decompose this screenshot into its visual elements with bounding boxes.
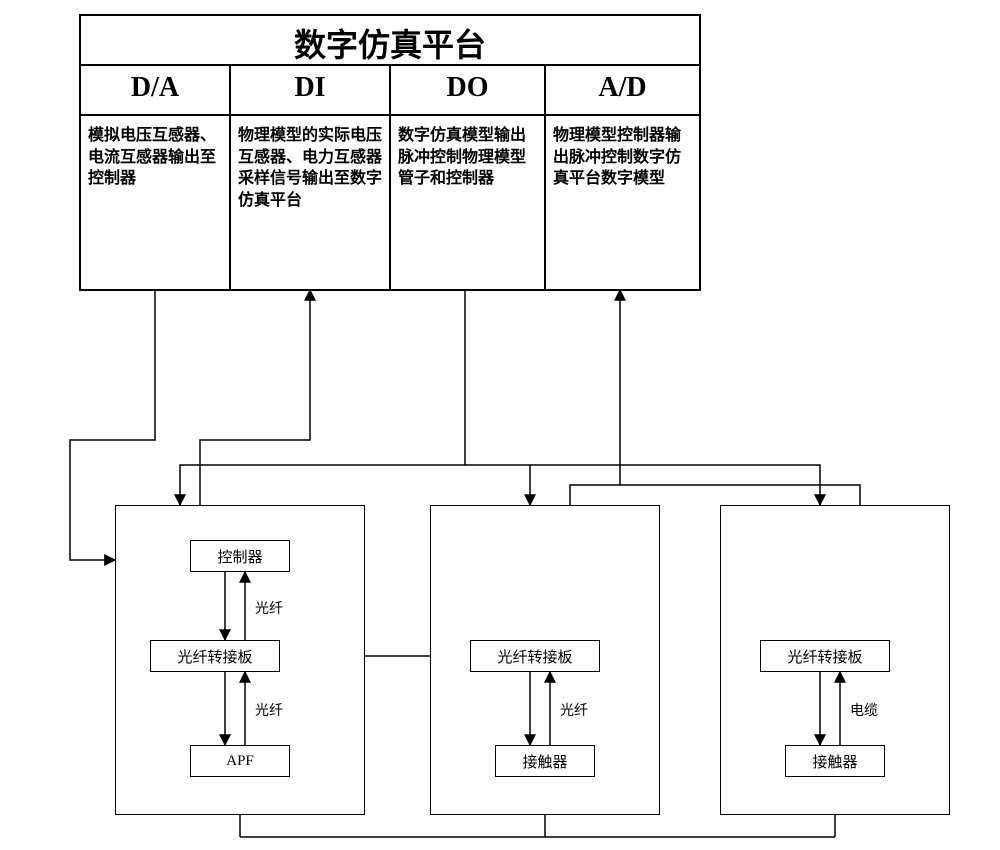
right-fiber-board: 光纤转接板 (760, 640, 890, 672)
col-body-ad: 物理模型控制器输出脉冲控制数字仿真平台数字模型 (553, 125, 693, 190)
col-body-do: 数字仿真模型输出脉冲控制物理模型管子和控制器 (398, 125, 538, 190)
mid-fiber-board: 光纤转接板 (470, 640, 600, 672)
left-link1: 光纤 (255, 598, 283, 618)
right-link: 电缆 (850, 700, 878, 720)
col-header-da: D/A (80, 72, 230, 104)
platform-title: 数字仿真平台 (80, 20, 700, 66)
col-header-do: DO (390, 72, 545, 104)
col-body-di: 物理模型的实际电压互感器、电力互感器采样信号输出至数字仿真平台 (238, 125, 383, 211)
left-fiber-board: 光纤转接板 (150, 640, 280, 672)
left-link2: 光纤 (255, 700, 283, 720)
mid-link: 光纤 (560, 700, 588, 720)
diagram-canvas: 数字仿真平台 D/A DI DO A/D 模拟电压互感器、电流互感器输出至控制器… (0, 0, 1000, 850)
col-header-ad: A/D (545, 72, 700, 104)
left-apf: APF (190, 745, 290, 777)
left-controller: 控制器 (190, 540, 290, 572)
col-header-di: DI (230, 72, 390, 104)
right-contactor: 接触器 (785, 745, 885, 777)
col-body-da: 模拟电压互感器、电流互感器输出至控制器 (88, 125, 223, 190)
mid-contactor: 接触器 (495, 745, 595, 777)
